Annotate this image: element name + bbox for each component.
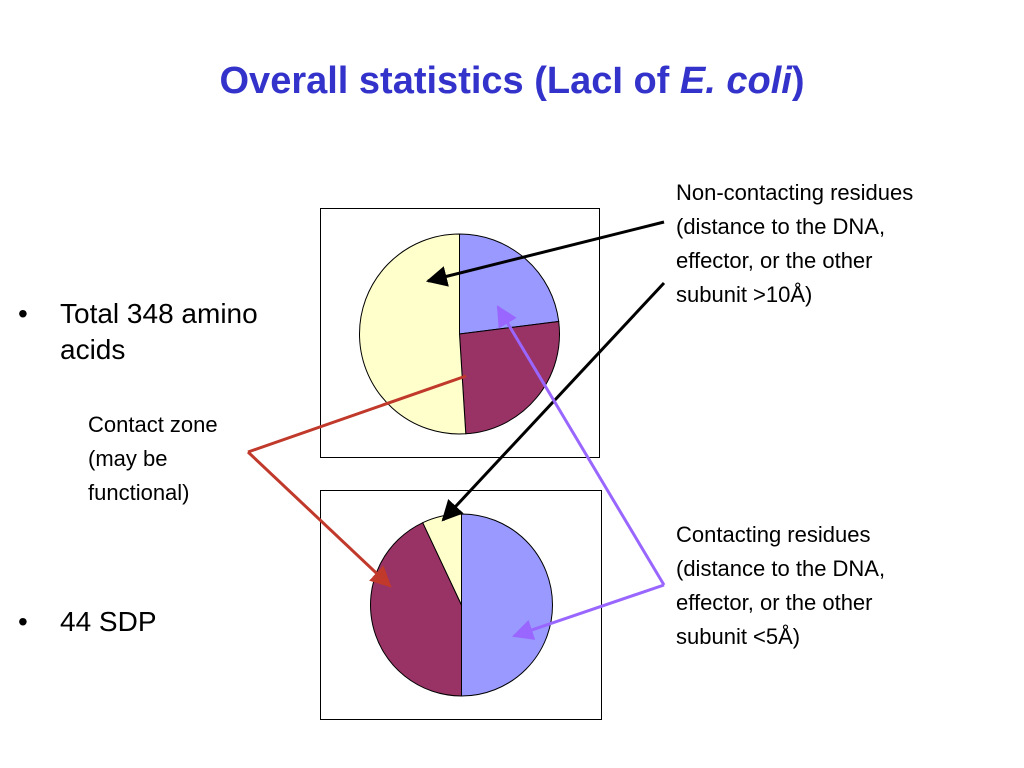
arrow-contacting-top	[496, 305, 666, 586]
title-main: Overall statistics (LacI of	[219, 60, 680, 102]
bullet-marker: •	[18, 606, 28, 637]
pie-chart-frame-bottom	[320, 490, 602, 720]
note-line: (distance to the DNA,	[676, 214, 886, 239]
bullet-marker: •	[18, 298, 28, 329]
pie-slice-contact-zone	[458, 320, 560, 435]
bullet-text: 44 SDP	[60, 604, 157, 640]
bullet-line: Total 348 amino	[60, 298, 258, 329]
note-line: effector, or the other	[676, 590, 873, 615]
pie-slice-contacting-residues	[459, 233, 560, 335]
bullet-text: Total 348 amino acids	[60, 296, 258, 368]
note-line: Non-contacting residues	[676, 180, 914, 205]
bullet-line: 44 SDP	[60, 606, 157, 637]
title-end: )	[791, 60, 805, 102]
note-line: Contacting residues	[676, 522, 871, 547]
noncontacting-label: Non-contacting residues (distance to the…	[676, 176, 913, 312]
arrow-noncontacting-top	[425, 220, 665, 287]
note-line: Contact zone	[88, 412, 218, 437]
note-line: subunit <5Å)	[676, 624, 801, 649]
note-line: functional)	[88, 480, 190, 505]
arrow-contact-zone-bottom	[246, 450, 392, 588]
note-line: effector, or the other	[676, 248, 873, 273]
bullet-total-amino-acids: • Total 348 amino acids	[18, 296, 318, 376]
pie-chart-bottom	[370, 513, 553, 697]
pie-slice-contact-zone	[370, 521, 462, 697]
note-line: (distance to the DNA,	[676, 556, 886, 581]
title-italic: E. coli	[679, 60, 792, 102]
slide-title: Overall statistics (LacI of E. coli)	[0, 60, 1024, 103]
bullet-sdp: • 44 SDP	[18, 604, 238, 644]
arrow-contacting-bottom	[512, 583, 665, 640]
pie-slice-contacting-residues	[461, 513, 553, 697]
arrow-contact-zone-top	[247, 374, 467, 454]
bullet-line: acids	[60, 334, 126, 365]
note-line: (may be	[88, 446, 168, 471]
contact-zone-label: Contact zone (may be functional)	[88, 408, 218, 510]
contacting-label: Contacting residues (distance to the DNA…	[676, 518, 885, 654]
note-line: subunit >10Å)	[676, 282, 813, 307]
